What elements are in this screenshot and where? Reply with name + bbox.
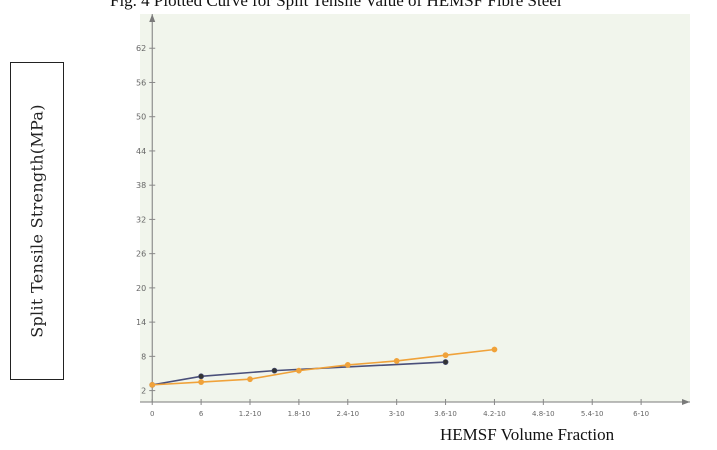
- data-point-series-2: [295, 367, 302, 374]
- x-tick-label: 6: [199, 410, 204, 416]
- x-tick-label: 3.6-10: [434, 410, 457, 416]
- y-axis-label-box: Split Tensile Strength(MPa): [10, 62, 64, 380]
- x-tick-label: 0: [150, 410, 154, 416]
- data-point-series-2: [149, 381, 156, 388]
- series-line-2: [152, 348, 495, 386]
- y-tick-label: 44: [136, 147, 146, 156]
- data-point-series-2: [344, 362, 351, 368]
- data-point-series-2: [393, 358, 400, 364]
- y-tick-label: 50: [136, 113, 146, 122]
- y-tick-label: 56: [136, 78, 146, 87]
- y-tick-label: 20: [136, 284, 146, 293]
- y-tick-label: 26: [136, 250, 146, 259]
- x-tick-label: 1.8-10: [288, 410, 311, 416]
- x-tick-label: 6-10: [633, 410, 649, 416]
- y-tick-label: 14: [136, 318, 146, 327]
- data-point-series-1: [198, 373, 205, 380]
- data-point-series-1: [271, 367, 278, 374]
- data-point-series-2: [198, 379, 205, 385]
- data-point-series-2: [247, 376, 253, 383]
- chart-area: 2 8 14 20 26 32 38 44 50 56 62 0 6 1.2-10 1.8-10 2.4-10…: [136, 14, 690, 416]
- series-line-1: [152, 361, 446, 386]
- x-tick-label: 5.4-10: [581, 410, 604, 416]
- x-axis-arrow: [682, 399, 690, 405]
- y-axis-label: Split Tensile Strength(MPa): [27, 104, 47, 338]
- plot-background: [140, 14, 690, 402]
- x-axis-label: HEMSF Volume Fraction: [440, 425, 615, 444]
- x-tick-label: 2.4-10: [336, 410, 359, 416]
- data-point-series-2: [491, 346, 498, 353]
- y-tick-label: 38: [136, 181, 146, 190]
- data-point-series-1: [442, 359, 449, 365]
- y-tick-label: 2: [141, 387, 146, 396]
- x-tick-label: 4.8-10: [532, 410, 555, 416]
- figure-caption: Fig. 4 Plotted Curve for Split Tensile V…: [110, 0, 562, 10]
- y-tick-label: 8: [141, 352, 146, 361]
- x-tick-label: 1.2-10: [239, 410, 262, 416]
- data-point-series-2: [442, 352, 449, 359]
- x-tick-label: 3-10: [389, 410, 405, 416]
- y-tick-label: 32: [136, 215, 146, 224]
- x-tick-label: 4.2-10: [483, 410, 506, 416]
- y-tick-label: 62: [136, 44, 146, 53]
- y-axis-arrow: [149, 14, 156, 22]
